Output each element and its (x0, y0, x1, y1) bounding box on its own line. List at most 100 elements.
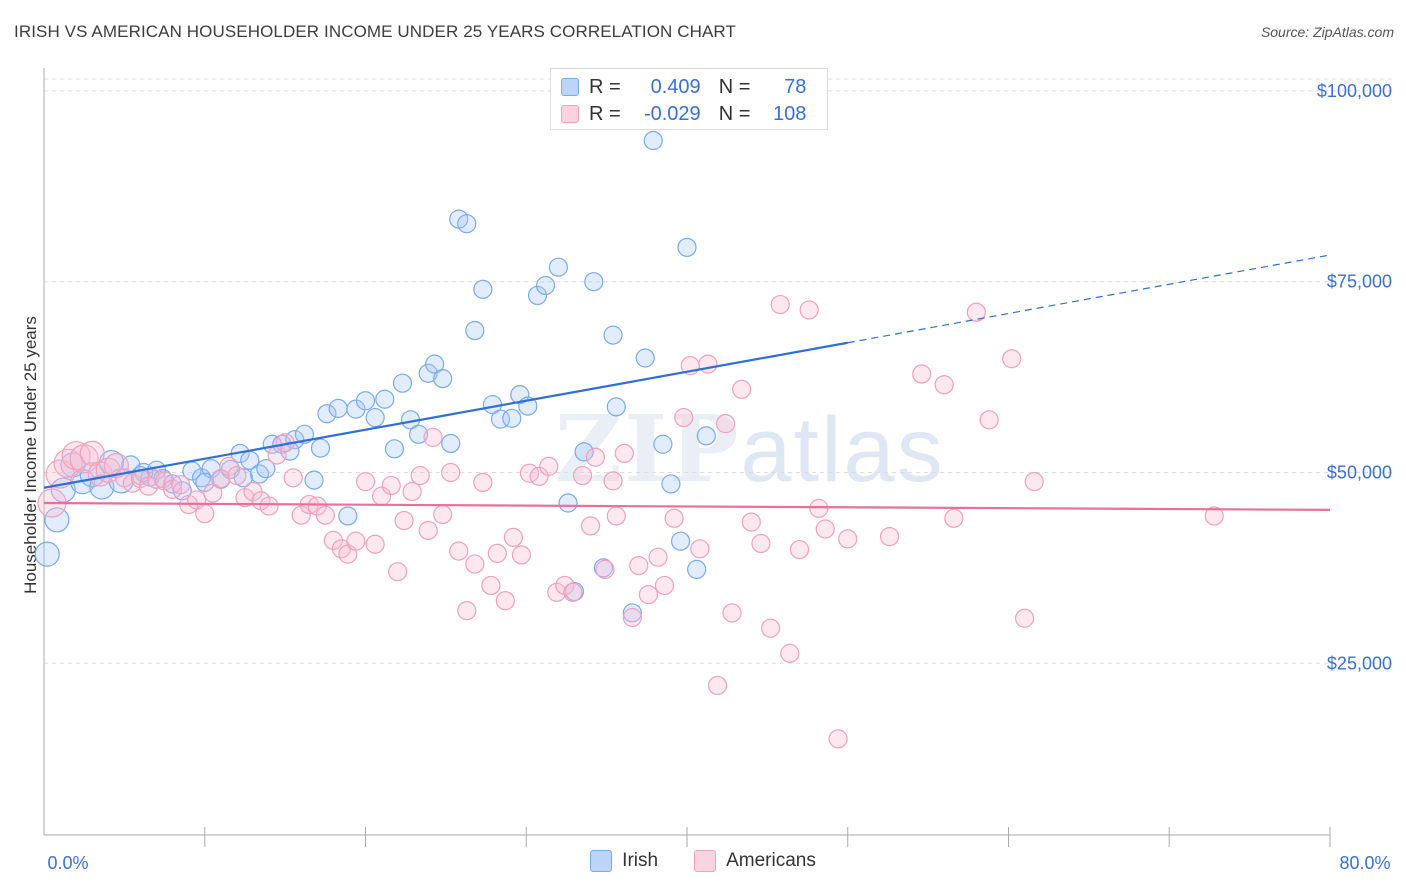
americans-point (690, 539, 710, 559)
americans-point (539, 456, 559, 476)
irish-point (355, 391, 376, 411)
americans-point (944, 508, 964, 528)
americans-point (585, 447, 605, 467)
irish-point (34, 541, 60, 567)
americans-point (394, 510, 414, 531)
americans-point (441, 462, 461, 483)
irish-n-label: N = (718, 75, 751, 98)
irish-point (44, 507, 70, 533)
irish-r-value: 0.409 (650, 75, 701, 98)
americans-point (614, 443, 634, 464)
chart-title: IRISH VS AMERICAN HOUSEHOLDER INCOME UND… (14, 22, 736, 41)
americans-point (799, 300, 819, 320)
irish-point (574, 442, 594, 462)
source-label: Source: ZipAtlas.com (1260, 24, 1394, 40)
americans-point (722, 603, 742, 623)
americans-r-value: -0.029 (643, 102, 701, 125)
irish-point (195, 472, 215, 493)
americans-point (595, 559, 615, 580)
watermark-atlas: atlas (740, 399, 945, 501)
irish-trend-extension (847, 254, 1331, 344)
americans-point (698, 354, 718, 374)
americans-point (346, 531, 366, 551)
irish-point (338, 506, 358, 526)
americans-point (879, 526, 900, 547)
americans-point (1204, 506, 1224, 526)
americans-point (315, 505, 335, 525)
irish-point (670, 531, 691, 551)
americans-point (770, 294, 790, 315)
americans-point (603, 471, 623, 491)
irish-point (365, 407, 385, 428)
americans-point (146, 469, 167, 489)
irish-point (384, 439, 405, 459)
irish-point (510, 385, 530, 405)
irish-point (661, 474, 681, 494)
americans-point (966, 302, 986, 322)
irish-point (677, 237, 697, 257)
americans-point (171, 475, 191, 495)
americans-point (381, 475, 401, 496)
americans-point (487, 543, 507, 563)
y-tick-label: $50,000 (1327, 462, 1392, 482)
irish-point (425, 354, 445, 374)
americans-point (423, 427, 443, 447)
irish-swatch (561, 78, 579, 96)
americans-point (418, 520, 438, 541)
americans-point (838, 529, 858, 549)
x-tick-label: 0.0% (47, 853, 88, 873)
americans-point (291, 505, 311, 525)
americans-r-label: R = (589, 102, 621, 125)
americans-point (606, 506, 626, 526)
americans-point (555, 575, 575, 596)
irish-point (643, 130, 663, 151)
watermark: ZIPatlas (555, 395, 945, 503)
irish-point (535, 275, 556, 296)
americans-point (732, 379, 752, 399)
americans-point (481, 575, 501, 596)
y-tick-label: $100,000 (1317, 81, 1392, 101)
americans-point (529, 466, 549, 486)
irish-point (294, 424, 315, 444)
americans-point (1014, 608, 1035, 628)
legend-item-americans: Americans (694, 850, 816, 872)
legend-row-americans: R = -0.029 N = 108 (561, 101, 806, 127)
americans-point (707, 675, 728, 696)
americans-point (283, 468, 303, 488)
americans-point (433, 504, 453, 525)
americans-point (979, 410, 999, 430)
irish-point (548, 257, 569, 277)
irish-point (328, 398, 348, 418)
irish-point (558, 493, 578, 513)
americans-point (760, 618, 781, 638)
americans-point (741, 512, 761, 532)
irish-point (653, 434, 673, 454)
legend-item-irish: Irish (590, 850, 658, 872)
americans-point (815, 519, 835, 539)
irish-point (433, 369, 453, 389)
americans-point (654, 575, 675, 596)
irish-point (304, 470, 324, 490)
americans-point (934, 375, 954, 395)
irish-n-value: 78 (784, 75, 807, 98)
americans-trend-line (43, 501, 1331, 511)
americans-point (547, 582, 567, 602)
y-tick-label: $75,000 (1327, 272, 1392, 292)
irish-point (89, 474, 115, 500)
irish-point (527, 285, 548, 306)
irish-point (603, 325, 623, 345)
americans-point (1002, 349, 1022, 369)
series-legend: Irish Americans (0, 850, 1406, 872)
americans-point (622, 607, 642, 628)
irish-point (502, 408, 522, 428)
americans-point (674, 407, 694, 428)
americans-point (402, 481, 422, 502)
irish-trend-line (43, 341, 848, 489)
y-tick-label: $25,000 (1327, 653, 1392, 673)
watermark-zip: ZIP (555, 395, 741, 503)
americans-point (473, 472, 493, 493)
legend-americans-label: Americans (726, 850, 816, 871)
irish-point (392, 373, 413, 393)
irish-point (310, 438, 331, 458)
americans-point (388, 562, 408, 582)
